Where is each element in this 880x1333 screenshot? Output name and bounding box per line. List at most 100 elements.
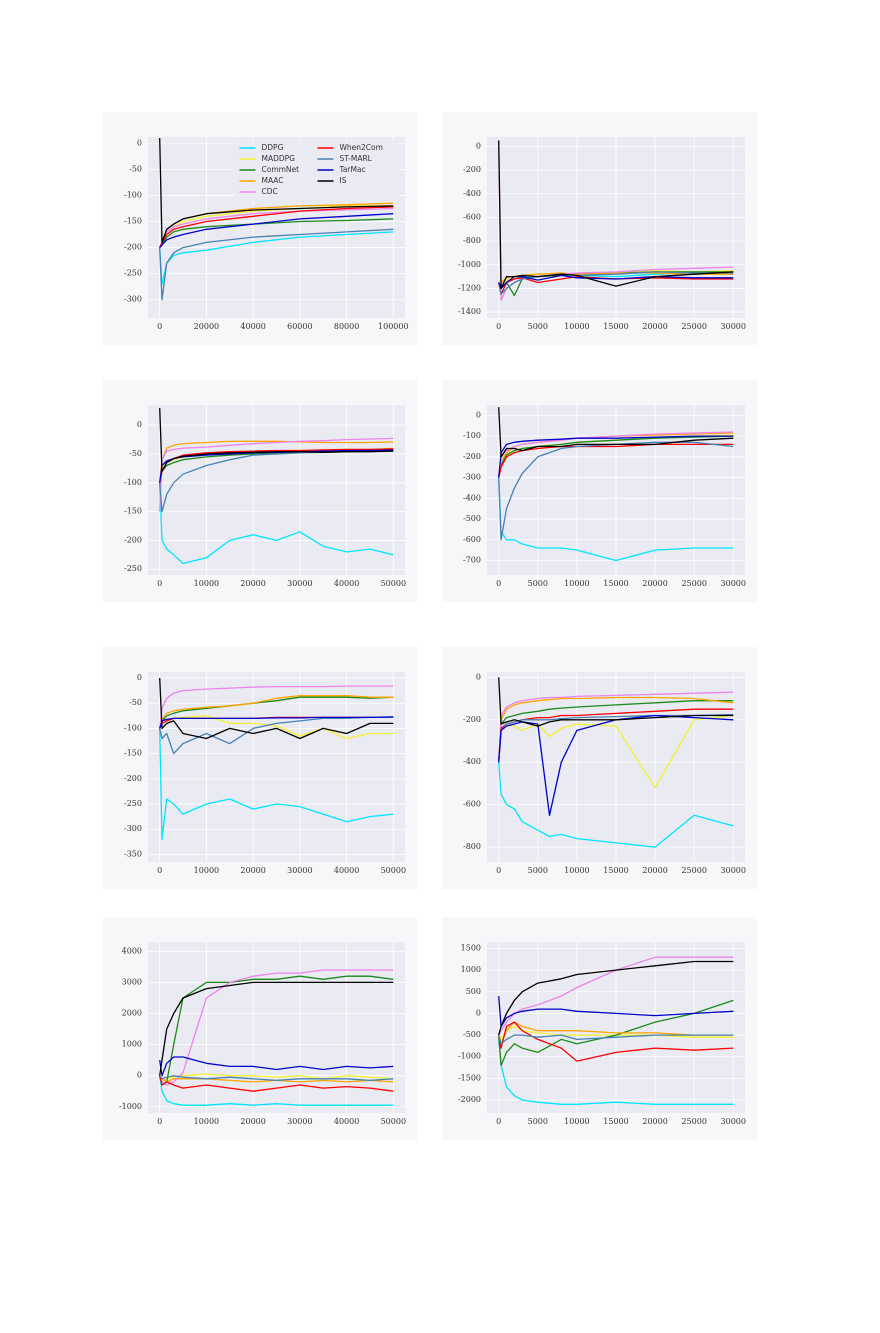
- y-tick-label: -1400: [458, 307, 481, 316]
- x-tick-label: 0: [496, 866, 501, 875]
- y-tick-label: -350: [124, 849, 142, 858]
- y-tick-label: -250: [124, 269, 142, 278]
- x-tick-label: 30000: [287, 1117, 312, 1126]
- series-line: [498, 1034, 734, 1045]
- y-tick-label: -800: [463, 842, 481, 851]
- y-tick-label: -50: [129, 164, 142, 173]
- x-tick-label: 10000: [564, 866, 589, 875]
- series-line: [498, 999, 734, 1067]
- y-tick-label: -1200: [458, 283, 481, 292]
- y-tick-label: 0: [476, 141, 481, 150]
- x-tick-label: 0: [496, 322, 501, 331]
- series-line: [159, 407, 394, 472]
- series-line: [498, 696, 734, 763]
- x-tick-label: 40000: [334, 1117, 359, 1126]
- series-line: [498, 714, 734, 816]
- x-tick-label: 20000: [642, 1117, 667, 1126]
- y-tick-label: -300: [124, 295, 142, 304]
- x-tick-label: 15000: [603, 866, 628, 875]
- legend-label: When2Com: [340, 143, 383, 152]
- y-tick-label: 1500: [461, 943, 481, 952]
- x-tick-label: 20000: [240, 866, 265, 875]
- chart: 0 -50 -100 -150 -200 -250 0 10000 20000 30000 4000…: [103, 380, 417, 602]
- x-tick-label: 20000: [642, 866, 667, 875]
- x-tick-label: 10000: [194, 579, 219, 588]
- x-tick-label: 30000: [721, 1117, 746, 1126]
- series-line: [159, 449, 394, 483]
- series-line: [498, 477, 734, 562]
- lines: [159, 677, 394, 840]
- y-tick-label: -200: [463, 715, 481, 724]
- y-tick-label: -200: [463, 452, 481, 461]
- y-tick-label: -1000: [119, 1102, 142, 1111]
- series-line: [159, 440, 394, 483]
- series-line: [498, 431, 734, 478]
- x-tick-label: 50000: [381, 866, 406, 875]
- y-tick-label: -50: [129, 698, 142, 707]
- series-line: [498, 443, 734, 478]
- y-tick-label: -250: [124, 799, 142, 808]
- y-tick-label: 1000: [461, 965, 481, 974]
- series-line: [159, 728, 394, 840]
- series-line: [159, 218, 394, 249]
- y-tick-label: 2000: [122, 1009, 142, 1018]
- y-tick-label: 0: [137, 138, 142, 147]
- y-tick-label: -400: [463, 189, 481, 198]
- series-line: [498, 275, 734, 295]
- x-tick-label: 10000: [194, 866, 219, 875]
- x-tick-label: 5000: [528, 322, 548, 331]
- series-line: [159, 685, 394, 729]
- x-tick-label: 5000: [528, 866, 548, 875]
- series-line: [159, 1075, 394, 1083]
- y-tick-label: -200: [124, 535, 142, 544]
- lines: [159, 137, 394, 301]
- legend-label: MAAC: [262, 176, 284, 185]
- x-tick-label: 60000: [287, 322, 312, 331]
- series-line: [498, 960, 734, 1036]
- series-line: [498, 407, 734, 458]
- lines: [498, 140, 734, 301]
- x-tick-label: 15000: [603, 579, 628, 588]
- x-tick-label: 10000: [564, 1117, 589, 1126]
- legend-label: ST-MARL: [340, 154, 373, 163]
- y-tick-label: 1000: [122, 1040, 142, 1049]
- y-tick-label: -700: [463, 555, 481, 564]
- x-tick-label: 10000: [564, 322, 589, 331]
- lines: [159, 407, 394, 565]
- series-line: [498, 677, 734, 727]
- x-tick-label: 40000: [240, 322, 265, 331]
- y-tick-label: -150: [124, 217, 142, 226]
- y-tick-label: -500: [463, 1030, 481, 1039]
- legend-box: [233, 140, 400, 201]
- y-tick-label: -200: [463, 165, 481, 174]
- x-tick-label: 50000: [381, 579, 406, 588]
- y-tick-label: -400: [463, 493, 481, 502]
- x-tick-label: 20000: [240, 1117, 265, 1126]
- x-tick-label: 20000: [240, 579, 265, 588]
- y-tick-label: -300: [463, 473, 481, 482]
- series-line: [159, 981, 394, 1076]
- x-tick-label: 15000: [603, 322, 628, 331]
- y-tick-label: 0: [476, 410, 481, 419]
- y-tick-label: -500: [463, 514, 481, 523]
- lines: [498, 407, 734, 562]
- legend-label: MADDPG: [262, 154, 296, 163]
- series-line: [159, 1075, 394, 1092]
- y-tick-label: 3000: [122, 977, 142, 986]
- legend-label: CDC: [262, 187, 278, 196]
- y-tick-label: -50: [129, 449, 142, 458]
- x-tick-label: 100000: [378, 322, 409, 331]
- x-tick-label: 30000: [287, 866, 312, 875]
- plot-area: [148, 672, 405, 862]
- y-tick-label: -300: [124, 824, 142, 833]
- series-line: [159, 482, 394, 565]
- series-line: [159, 695, 394, 729]
- series-line: [159, 228, 394, 301]
- x-tick-label: 25000: [681, 1117, 706, 1126]
- x-tick-label: 40000: [334, 579, 359, 588]
- y-tick-label: 500: [466, 987, 481, 996]
- y-tick-label: 0: [137, 673, 142, 682]
